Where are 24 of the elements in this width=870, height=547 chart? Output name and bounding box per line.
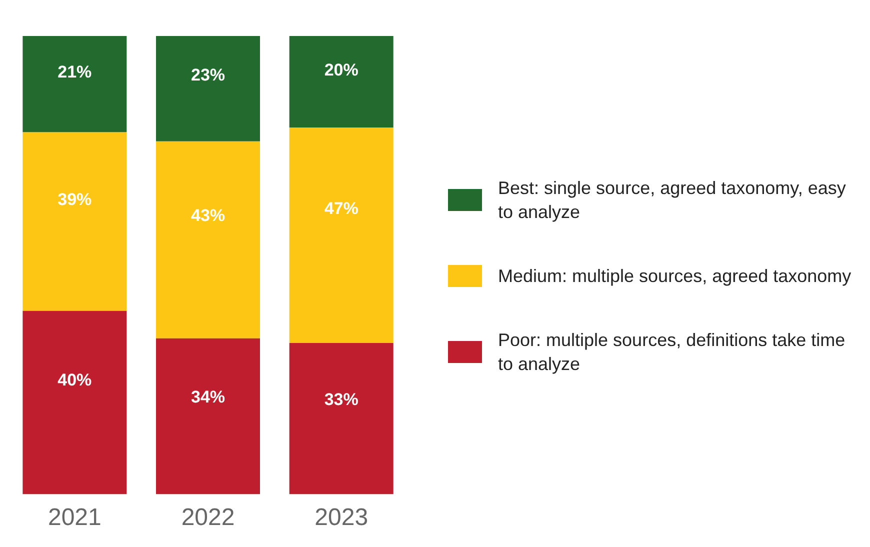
data-label: 43%	[190, 206, 226, 225]
bar	[156, 36, 260, 142]
data-label: 20%	[324, 60, 358, 80]
x-tick-label: 2021	[48, 504, 102, 532]
legend-label: Medium: multiple sources, agreed taxonomy	[498, 264, 852, 288]
x-tick-label: 2023	[314, 504, 368, 532]
bar	[289, 128, 394, 343]
data-label: 21%	[58, 62, 92, 82]
bar	[156, 141, 260, 338]
bar	[22, 36, 127, 132]
data-label: 47%	[324, 199, 358, 218]
legend-label: Best: single source, agreed taxonomy, easy to analyze	[498, 176, 847, 224]
x-tick-label: 2022	[181, 504, 235, 532]
bar	[156, 338, 260, 494]
data-label: 40%	[58, 370, 92, 390]
bar	[289, 36, 394, 128]
bar	[22, 310, 127, 494]
legend-label: Poor: multiple sources, definitions take time to analyze	[498, 328, 846, 376]
data-label: 34%	[190, 387, 226, 406]
data-label: 23%	[190, 66, 226, 85]
data-label: 39%	[58, 190, 92, 209]
bar	[22, 132, 127, 311]
data-label: 33%	[324, 390, 358, 410]
bar	[289, 342, 394, 494]
